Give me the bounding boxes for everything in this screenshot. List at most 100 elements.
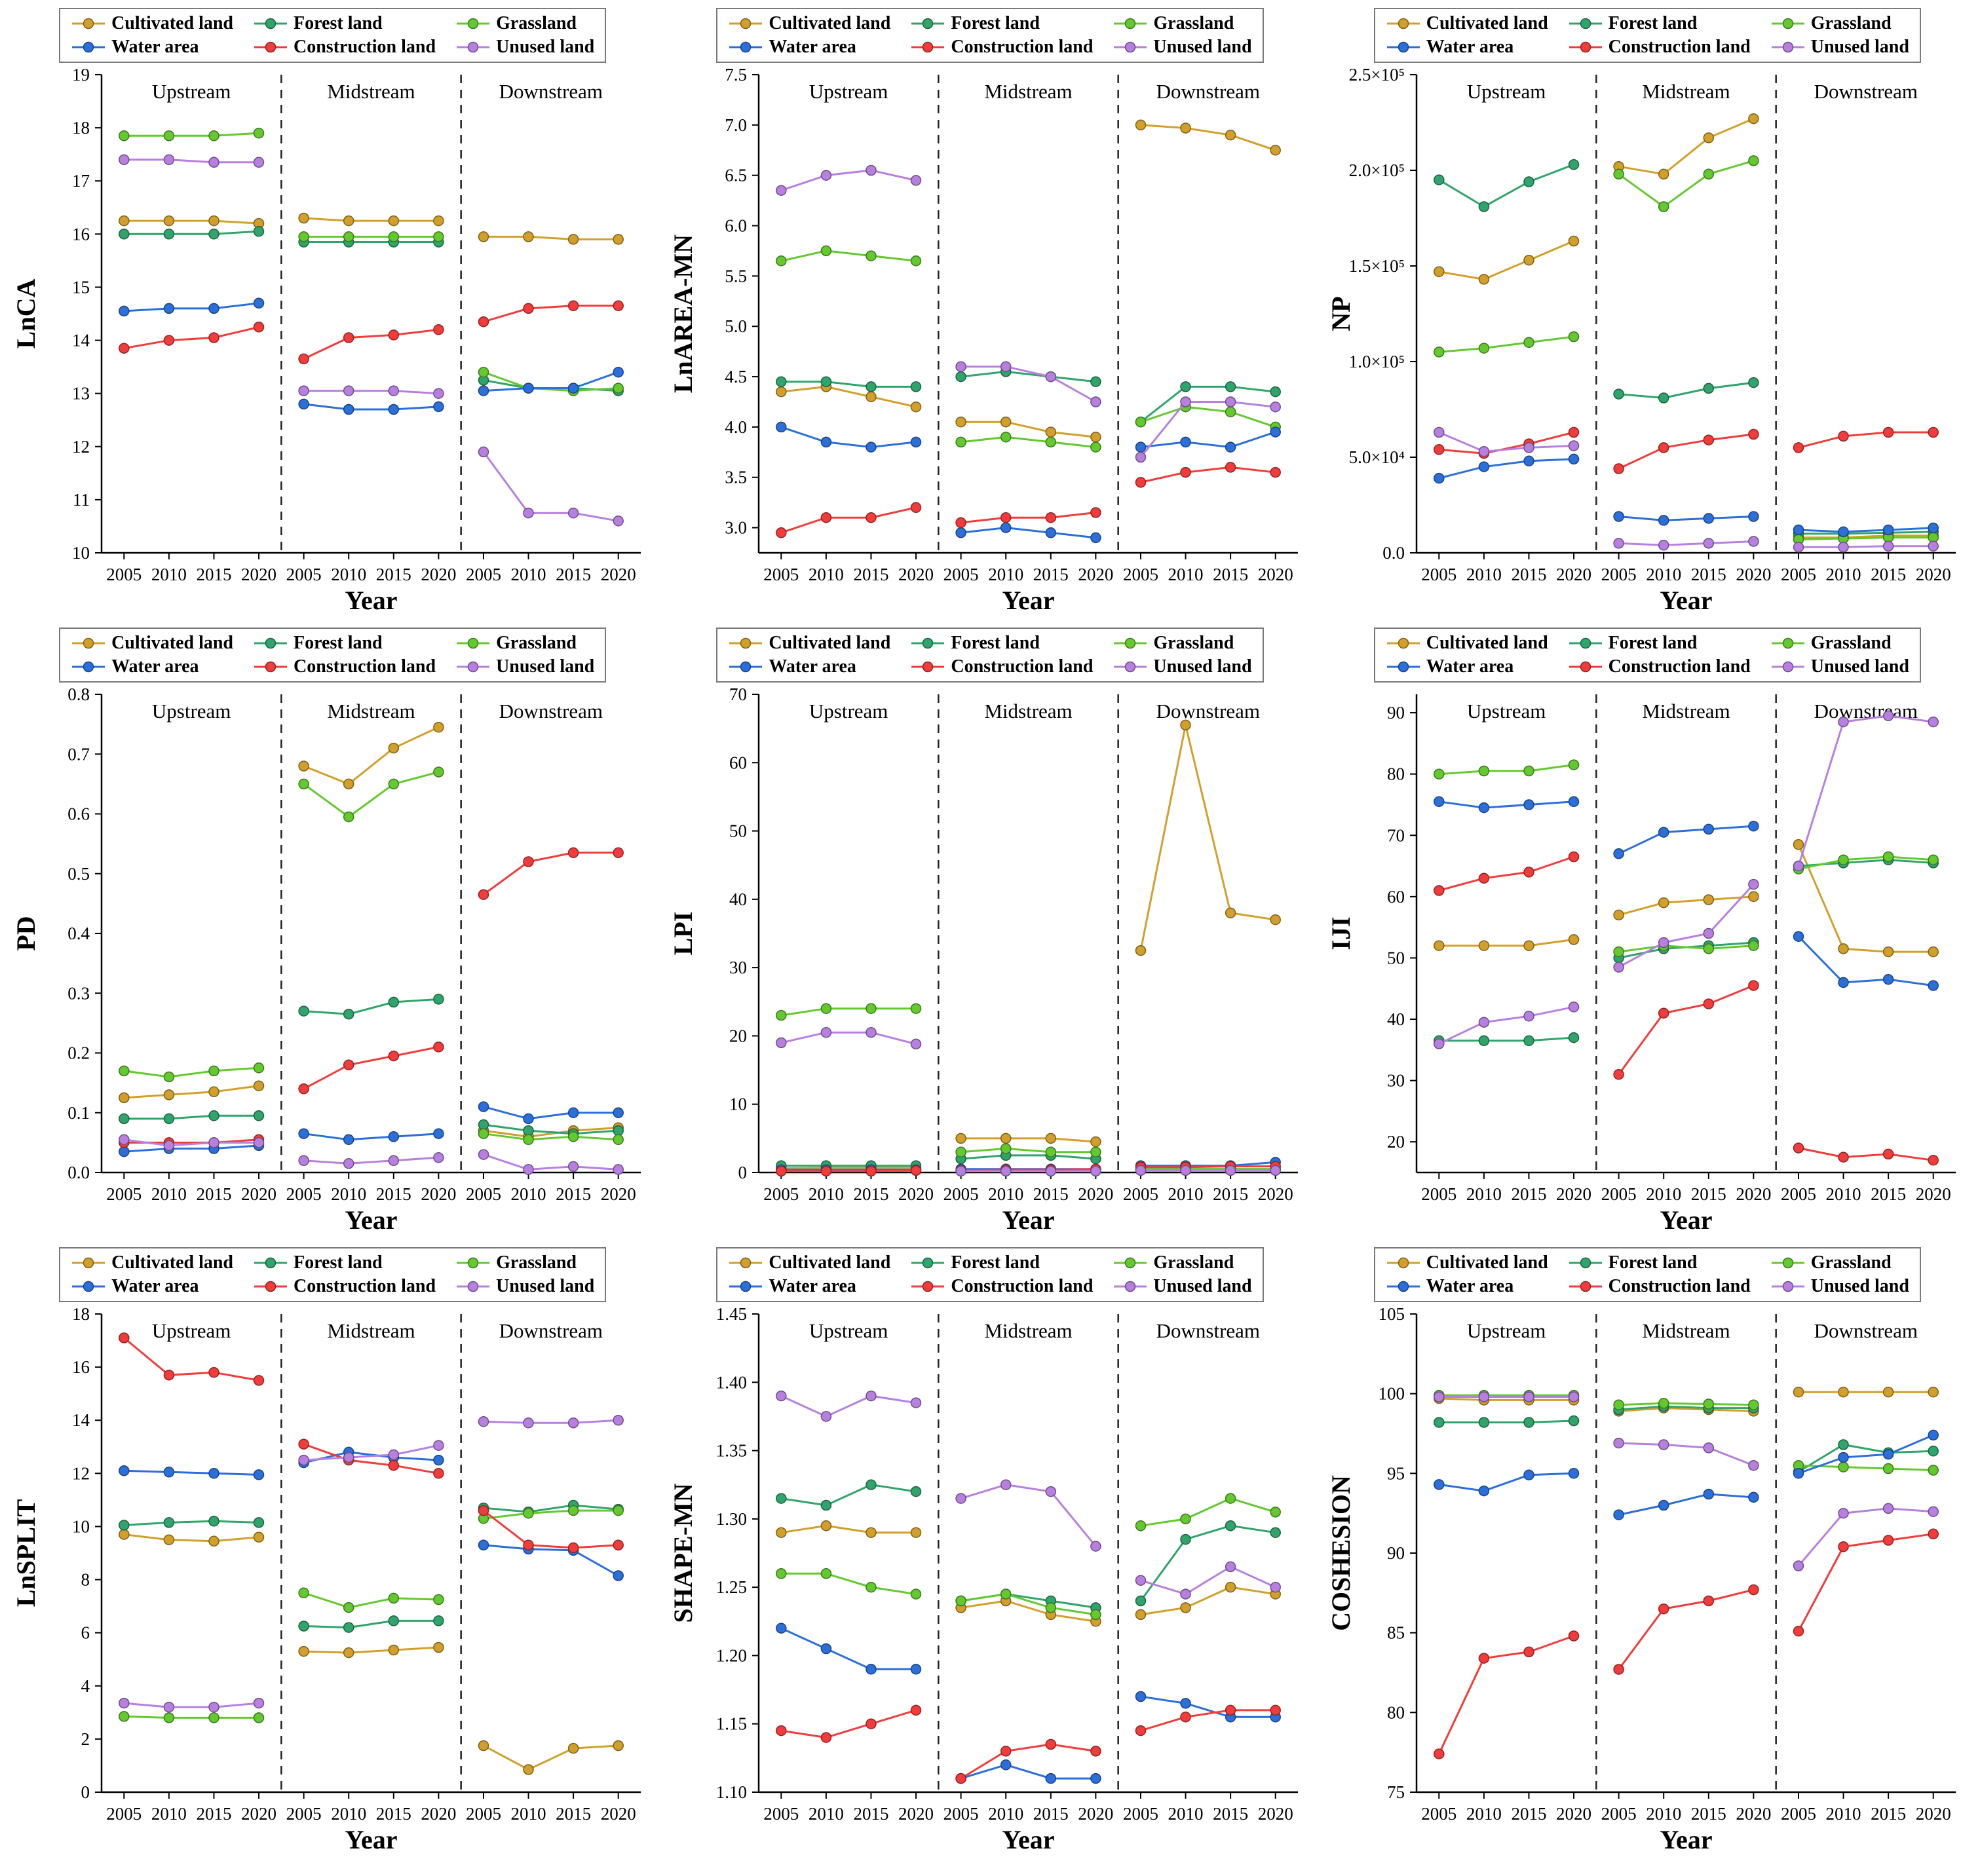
chart-lnarea-mn: 3.0 3.5 4.0 4.5 5.0 5.5 6.0 6.5 7.0 7.5 2005 2010 20… bbox=[668, 65, 1299, 615]
data-point-cultivated-land bbox=[568, 1742, 579, 1754]
data-point-water-area bbox=[1523, 455, 1534, 467]
series-line-unused-land bbox=[781, 1395, 917, 1418]
data-point-grassland bbox=[1613, 168, 1624, 180]
data-point-cultivated-land bbox=[523, 1764, 534, 1775]
x-tick-label: 2020 bbox=[1916, 565, 1951, 584]
data-point-unused-land bbox=[866, 1390, 877, 1402]
grassland-marker-icon bbox=[1114, 637, 1147, 649]
x-axis-label: Year bbox=[1660, 586, 1712, 615]
data-point-construction-land bbox=[1703, 998, 1714, 1009]
chart-panel-lnsplit: Cultivated land Forest land Grassland Water… bbox=[4, 1246, 661, 1862]
x-tick-label: 2015 bbox=[854, 1804, 889, 1824]
x-tick-label: 2010 bbox=[1825, 1804, 1861, 1824]
construction-land-marker-icon bbox=[911, 1281, 945, 1292]
series-line-cultivated-land bbox=[303, 726, 440, 785]
data-point-unused-land bbox=[1747, 878, 1759, 890]
x-tick-label: 2015 bbox=[556, 1804, 591, 1824]
data-point-unused-land bbox=[1882, 540, 1894, 552]
data-point-water-area bbox=[119, 305, 130, 317]
data-point-unused-land bbox=[1478, 445, 1489, 457]
legend-item-cultivated-land: Cultivated land bbox=[1386, 633, 1548, 654]
data-point-construction-land bbox=[1928, 426, 1939, 438]
data-point-construction-land bbox=[1135, 477, 1147, 488]
data-point-cultivated-land bbox=[119, 1529, 130, 1540]
x-tick-label: 2020 bbox=[899, 565, 934, 584]
series-line-forest-land bbox=[1798, 531, 1933, 535]
y-tick-label: 70 bbox=[729, 685, 747, 704]
series-line-unused-land bbox=[1618, 1442, 1754, 1467]
chart-panel-iji: Cultivated land Forest land Grassland Water… bbox=[1319, 626, 1976, 1242]
data-point-cultivated-land bbox=[866, 1527, 877, 1538]
legend-item-construction-land: Construction land bbox=[1568, 37, 1751, 58]
series-line-construction-land bbox=[1618, 1588, 1754, 1670]
data-point-forest-land bbox=[1928, 1446, 1939, 1457]
legend-label: Construction land bbox=[951, 37, 1094, 57]
data-point-cultivated-land bbox=[1703, 132, 1714, 143]
series-line-grassland bbox=[483, 1133, 619, 1141]
series-line-cultivated-land bbox=[124, 219, 259, 225]
y-tick-label: 5.5 bbox=[725, 266, 748, 286]
y-tick-label: 100 bbox=[1378, 1384, 1405, 1404]
series-line-forest-land bbox=[124, 1114, 259, 1120]
grassland-marker-icon bbox=[1771, 18, 1804, 29]
legend-item-cultivated-land: Cultivated land bbox=[728, 633, 890, 654]
data-point-unused-land bbox=[1793, 541, 1804, 553]
series-line-forest-land bbox=[1618, 1405, 1754, 1411]
data-point-construction-land bbox=[343, 332, 354, 343]
data-point-unused-land bbox=[1703, 1442, 1714, 1454]
data-point-grassland bbox=[1225, 406, 1236, 418]
data-point-cultivated-land bbox=[1928, 1386, 1939, 1398]
y-tick-label: 105 bbox=[1378, 1304, 1405, 1324]
legend-label: Unused land bbox=[1153, 1276, 1252, 1296]
data-point-grassland bbox=[911, 255, 922, 267]
y-tick-label: 0.0 bbox=[67, 1163, 90, 1182]
data-point-cultivated-land bbox=[1046, 426, 1057, 438]
data-point-water-area bbox=[1793, 931, 1804, 942]
chart-shape-mn: 1.10 1.15 1.20 1.25 1.30 1.35 1.40 1.45 2005 2010… bbox=[668, 1304, 1299, 1854]
data-point-construction-land bbox=[388, 329, 400, 341]
y-tick-label: 1.40 bbox=[716, 1372, 747, 1392]
data-point-construction-land bbox=[298, 1438, 310, 1450]
data-point-grassland bbox=[1478, 343, 1489, 354]
data-point-grassland bbox=[119, 1711, 130, 1722]
x-tick-label: 2005 bbox=[1421, 1804, 1456, 1824]
series-line-unused-land bbox=[482, 451, 619, 522]
data-point-cultivated-land bbox=[163, 1534, 175, 1545]
x-axis-label: Year bbox=[345, 1205, 398, 1235]
x-tick-label: 2010 bbox=[1466, 1804, 1502, 1824]
data-point-cultivated-land bbox=[298, 212, 310, 224]
legend-item-forest-land: Forest land bbox=[910, 13, 1093, 34]
data-point-forest-land bbox=[119, 1113, 130, 1125]
legend-label: Grassland bbox=[1810, 633, 1892, 653]
data-point-construction-land bbox=[1225, 462, 1236, 473]
legend-item-forest-land: Forest land bbox=[253, 13, 436, 34]
x-tick-label: 2005 bbox=[764, 1184, 799, 1204]
x-tick-label: 2020 bbox=[241, 1184, 276, 1204]
legend-item-cultivated-land: Cultivated land bbox=[728, 1252, 890, 1273]
legend-item-forest-land: Forest land bbox=[1568, 1252, 1751, 1273]
data-point-forest-land bbox=[208, 1110, 219, 1121]
data-point-cultivated-land bbox=[1225, 129, 1236, 141]
construction-land-marker-icon bbox=[1569, 661, 1602, 673]
x-tick-label: 2010 bbox=[989, 1804, 1024, 1824]
x-tick-label: 2010 bbox=[989, 1184, 1024, 1204]
data-point-unused-land bbox=[343, 1158, 354, 1169]
data-point-cultivated-land bbox=[1478, 940, 1489, 951]
x-tick-label: 2015 bbox=[1691, 565, 1726, 584]
data-point-cultivated-land bbox=[776, 386, 788, 398]
section-title-upstream: Upstream bbox=[152, 1319, 231, 1342]
data-point-forest-land bbox=[1478, 1035, 1489, 1047]
x-tick-label: 2020 bbox=[1258, 565, 1293, 584]
legend-label: Forest land bbox=[951, 1252, 1040, 1273]
data-point-water-area bbox=[1478, 802, 1489, 814]
section-title-downstream: Downstream bbox=[1156, 80, 1260, 103]
data-point-grassland bbox=[568, 1505, 579, 1516]
series-line-cultivated-land bbox=[1797, 844, 1933, 953]
data-point-unused-land bbox=[821, 170, 832, 181]
data-point-water-area bbox=[1703, 513, 1714, 524]
data-point-unused-land bbox=[1613, 1437, 1624, 1449]
data-point-water-area bbox=[1180, 1698, 1192, 1709]
data-point-forest-land bbox=[478, 1119, 489, 1131]
legend-item-cultivated-land: Cultivated land bbox=[1386, 1252, 1548, 1273]
series-line-construction-land bbox=[961, 1743, 1097, 1780]
